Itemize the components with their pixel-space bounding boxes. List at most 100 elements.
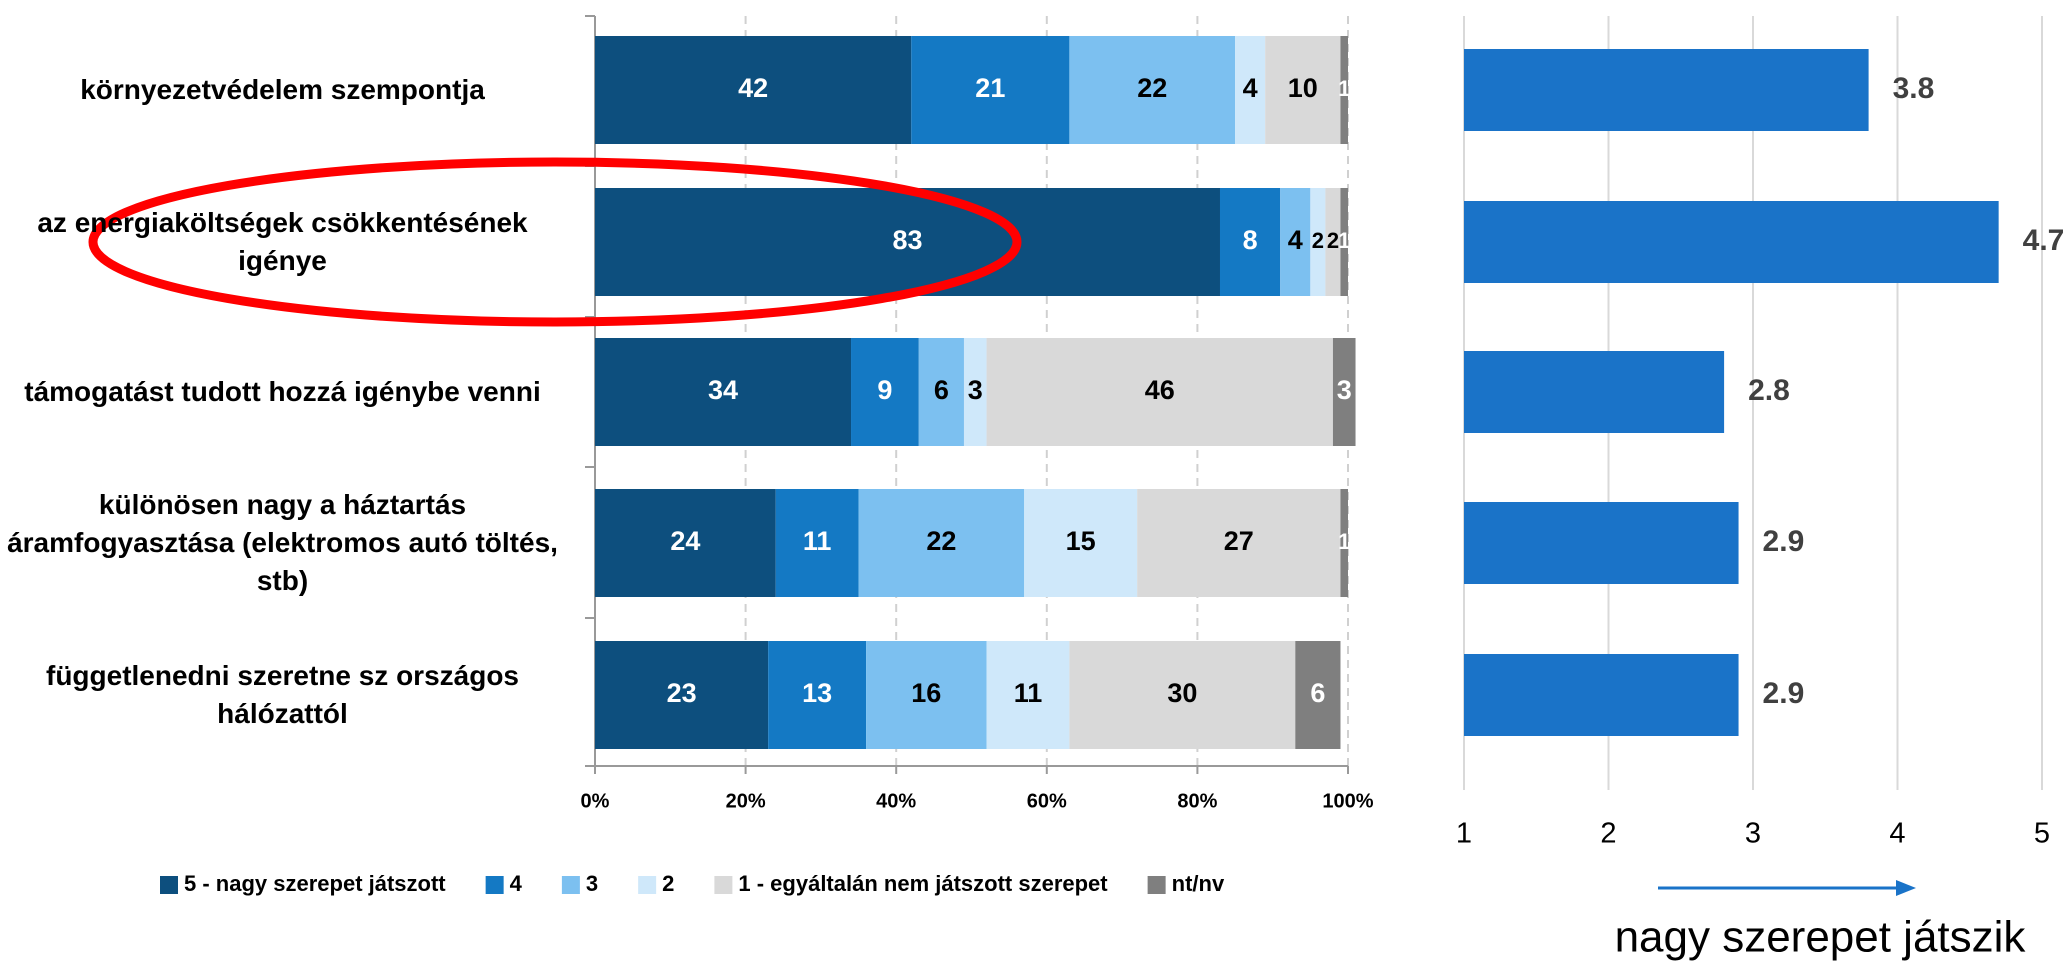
data-label: 1 bbox=[1338, 76, 1350, 101]
x-axis-label: nagy szerepet játszik bbox=[1615, 913, 2027, 962]
data-label: 15 bbox=[1066, 526, 1096, 556]
category-label: támogatást tudott hozzá igénybe venni bbox=[24, 376, 541, 407]
data-label: 21 bbox=[975, 73, 1005, 103]
data-label: 2 bbox=[1312, 228, 1324, 253]
bar-segment bbox=[595, 489, 776, 597]
x-tick-label: 20% bbox=[726, 790, 766, 812]
data-label: 6 bbox=[934, 375, 949, 405]
data-label: 30 bbox=[1167, 678, 1197, 708]
data-label: 6 bbox=[1310, 678, 1325, 708]
bar-segment bbox=[595, 338, 852, 446]
x-tick-label: 2 bbox=[1600, 818, 1616, 850]
legend-label: 5 - nagy szerepet játszott bbox=[184, 871, 446, 896]
bar-segment bbox=[1325, 188, 1341, 296]
data-label: 83 bbox=[892, 225, 922, 255]
category-label: különösen nagy a háztartás áramfogyasztá… bbox=[7, 489, 558, 596]
bar-segment bbox=[1280, 188, 1311, 296]
data-label: 34 bbox=[708, 375, 738, 405]
category-label: az energiaköltségek csökkentésének igény… bbox=[37, 207, 528, 276]
data-label: 13 bbox=[802, 678, 832, 708]
bar bbox=[1464, 502, 1739, 584]
highlight-ellipse bbox=[88, 157, 1022, 327]
data-label: 42 bbox=[738, 73, 768, 103]
data-label: 3.8 bbox=[1893, 72, 1935, 105]
data-label: 22 bbox=[1137, 73, 1167, 103]
x-tick-label: 0% bbox=[581, 790, 610, 812]
legend-swatch bbox=[714, 876, 733, 894]
bar-segment bbox=[1235, 36, 1266, 144]
bar-segment bbox=[595, 36, 912, 144]
data-label: 24 bbox=[670, 526, 700, 556]
category-label: függetlenedni szeretne sz országos hálóz… bbox=[46, 660, 519, 729]
bar-segment bbox=[986, 338, 1333, 446]
x-tick-label: 3 bbox=[1745, 818, 1761, 850]
x-tick-label: 80% bbox=[1177, 790, 1217, 812]
legend-label: 3 bbox=[586, 871, 598, 896]
x-tick-label: 40% bbox=[876, 790, 916, 812]
data-label: 11 bbox=[1014, 678, 1043, 708]
legend-swatch bbox=[160, 876, 178, 894]
data-label: 10 bbox=[1288, 73, 1318, 103]
bar-segment bbox=[768, 641, 867, 749]
data-label: 3 bbox=[968, 375, 983, 405]
bar bbox=[1464, 654, 1739, 736]
bar-segment bbox=[595, 188, 1220, 296]
bar-segment bbox=[866, 641, 987, 749]
bar-segment bbox=[918, 338, 964, 446]
data-label: 23 bbox=[667, 678, 697, 708]
bar bbox=[1464, 49, 1869, 131]
data-label: 1 bbox=[1338, 228, 1350, 253]
bar bbox=[1464, 351, 1725, 433]
data-label: 9 bbox=[877, 375, 892, 405]
bar-segment bbox=[1219, 188, 1281, 296]
legend-swatch bbox=[561, 876, 580, 894]
bar-segment bbox=[1295, 641, 1341, 749]
bar-segment bbox=[1137, 489, 1341, 597]
bar-segment bbox=[595, 641, 769, 749]
bar-segment bbox=[1340, 188, 1348, 296]
data-label: 1 bbox=[1338, 529, 1350, 554]
x-tick-label: 5 bbox=[2034, 818, 2050, 850]
data-label: 22 bbox=[926, 526, 956, 556]
x-tick-label: 4 bbox=[1889, 818, 1905, 850]
legend-swatch bbox=[1147, 876, 1166, 894]
bar-segment bbox=[1332, 338, 1356, 446]
bar-segment bbox=[851, 338, 919, 446]
bar-segment bbox=[1340, 489, 1348, 597]
data-label: 46 bbox=[1145, 375, 1175, 405]
bar-segment bbox=[911, 36, 1070, 144]
data-label: 4.7 bbox=[2023, 224, 2065, 257]
bar-segment bbox=[1069, 641, 1296, 749]
data-label: 2.9 bbox=[1763, 677, 1805, 710]
bar-segment bbox=[1310, 188, 1326, 296]
data-label: 2 bbox=[1327, 228, 1339, 253]
bar-segment bbox=[858, 489, 1025, 597]
data-label: 4 bbox=[1288, 225, 1303, 255]
legend-label: 4 bbox=[510, 871, 523, 896]
legend-label: nt/nv bbox=[1172, 871, 1225, 896]
bar-segment bbox=[1024, 489, 1138, 597]
data-label: 2.9 bbox=[1763, 525, 1805, 558]
bar-segment bbox=[775, 489, 859, 597]
x-tick-label: 60% bbox=[1027, 790, 1067, 812]
data-label: 2.8 bbox=[1748, 374, 1790, 407]
data-label: 3 bbox=[1337, 375, 1352, 405]
bar-segment bbox=[963, 338, 987, 446]
x-tick-label: 100% bbox=[1322, 790, 1373, 812]
data-label: 8 bbox=[1243, 225, 1258, 255]
data-label: 11 bbox=[803, 526, 832, 556]
bar-segment bbox=[1265, 36, 1341, 144]
data-label: 27 bbox=[1224, 526, 1254, 556]
bar-segment bbox=[986, 641, 1070, 749]
legend-swatch bbox=[485, 876, 504, 894]
bar-segment bbox=[1069, 36, 1236, 144]
legend-label: 1 - egyáltalán nem játszott szerepet bbox=[738, 871, 1108, 896]
category-label: környezetvédelem szempontja bbox=[80, 74, 485, 105]
legend-label: 2 bbox=[662, 871, 674, 896]
legend-swatch bbox=[638, 876, 657, 894]
data-label: 4 bbox=[1243, 73, 1258, 103]
bar-segment bbox=[1340, 36, 1348, 144]
arrow-head bbox=[1896, 880, 1916, 896]
